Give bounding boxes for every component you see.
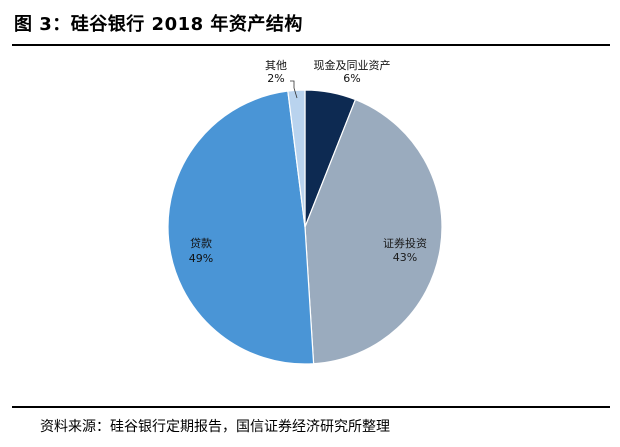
pie-slice-loans	[167, 90, 315, 365]
slice-label-other: 其他	[265, 59, 287, 72]
pie-slice-other	[287, 89, 306, 228]
title-divider	[12, 44, 610, 46]
source-divider	[12, 406, 610, 408]
slice-label-securities: 证券投资	[383, 236, 427, 250]
pie-slices	[167, 89, 443, 365]
slice-label-cash: 现金及同业资产	[314, 58, 391, 72]
pie-chart: 现金及同业资产 6% 证券投资 43% 贷款 49% 其他 2%	[167, 58, 443, 365]
other-leader-hook	[290, 80, 295, 88]
slice-pct-loans: 49%	[189, 252, 213, 265]
pie-slice-securities	[304, 98, 443, 365]
page-title: 图 3：硅谷银行 2018 年资产结构	[14, 14, 303, 35]
slice-pct-other: 2%	[267, 72, 284, 85]
slice-pct-cash: 6%	[343, 72, 360, 85]
source-note: 资料来源：硅谷银行定期报告，国信证券经济研究所整理	[40, 419, 390, 435]
other-leader-line	[293, 87, 298, 99]
slice-label-loans: 贷款	[190, 236, 212, 250]
slice-pct-securities: 43%	[393, 251, 417, 264]
